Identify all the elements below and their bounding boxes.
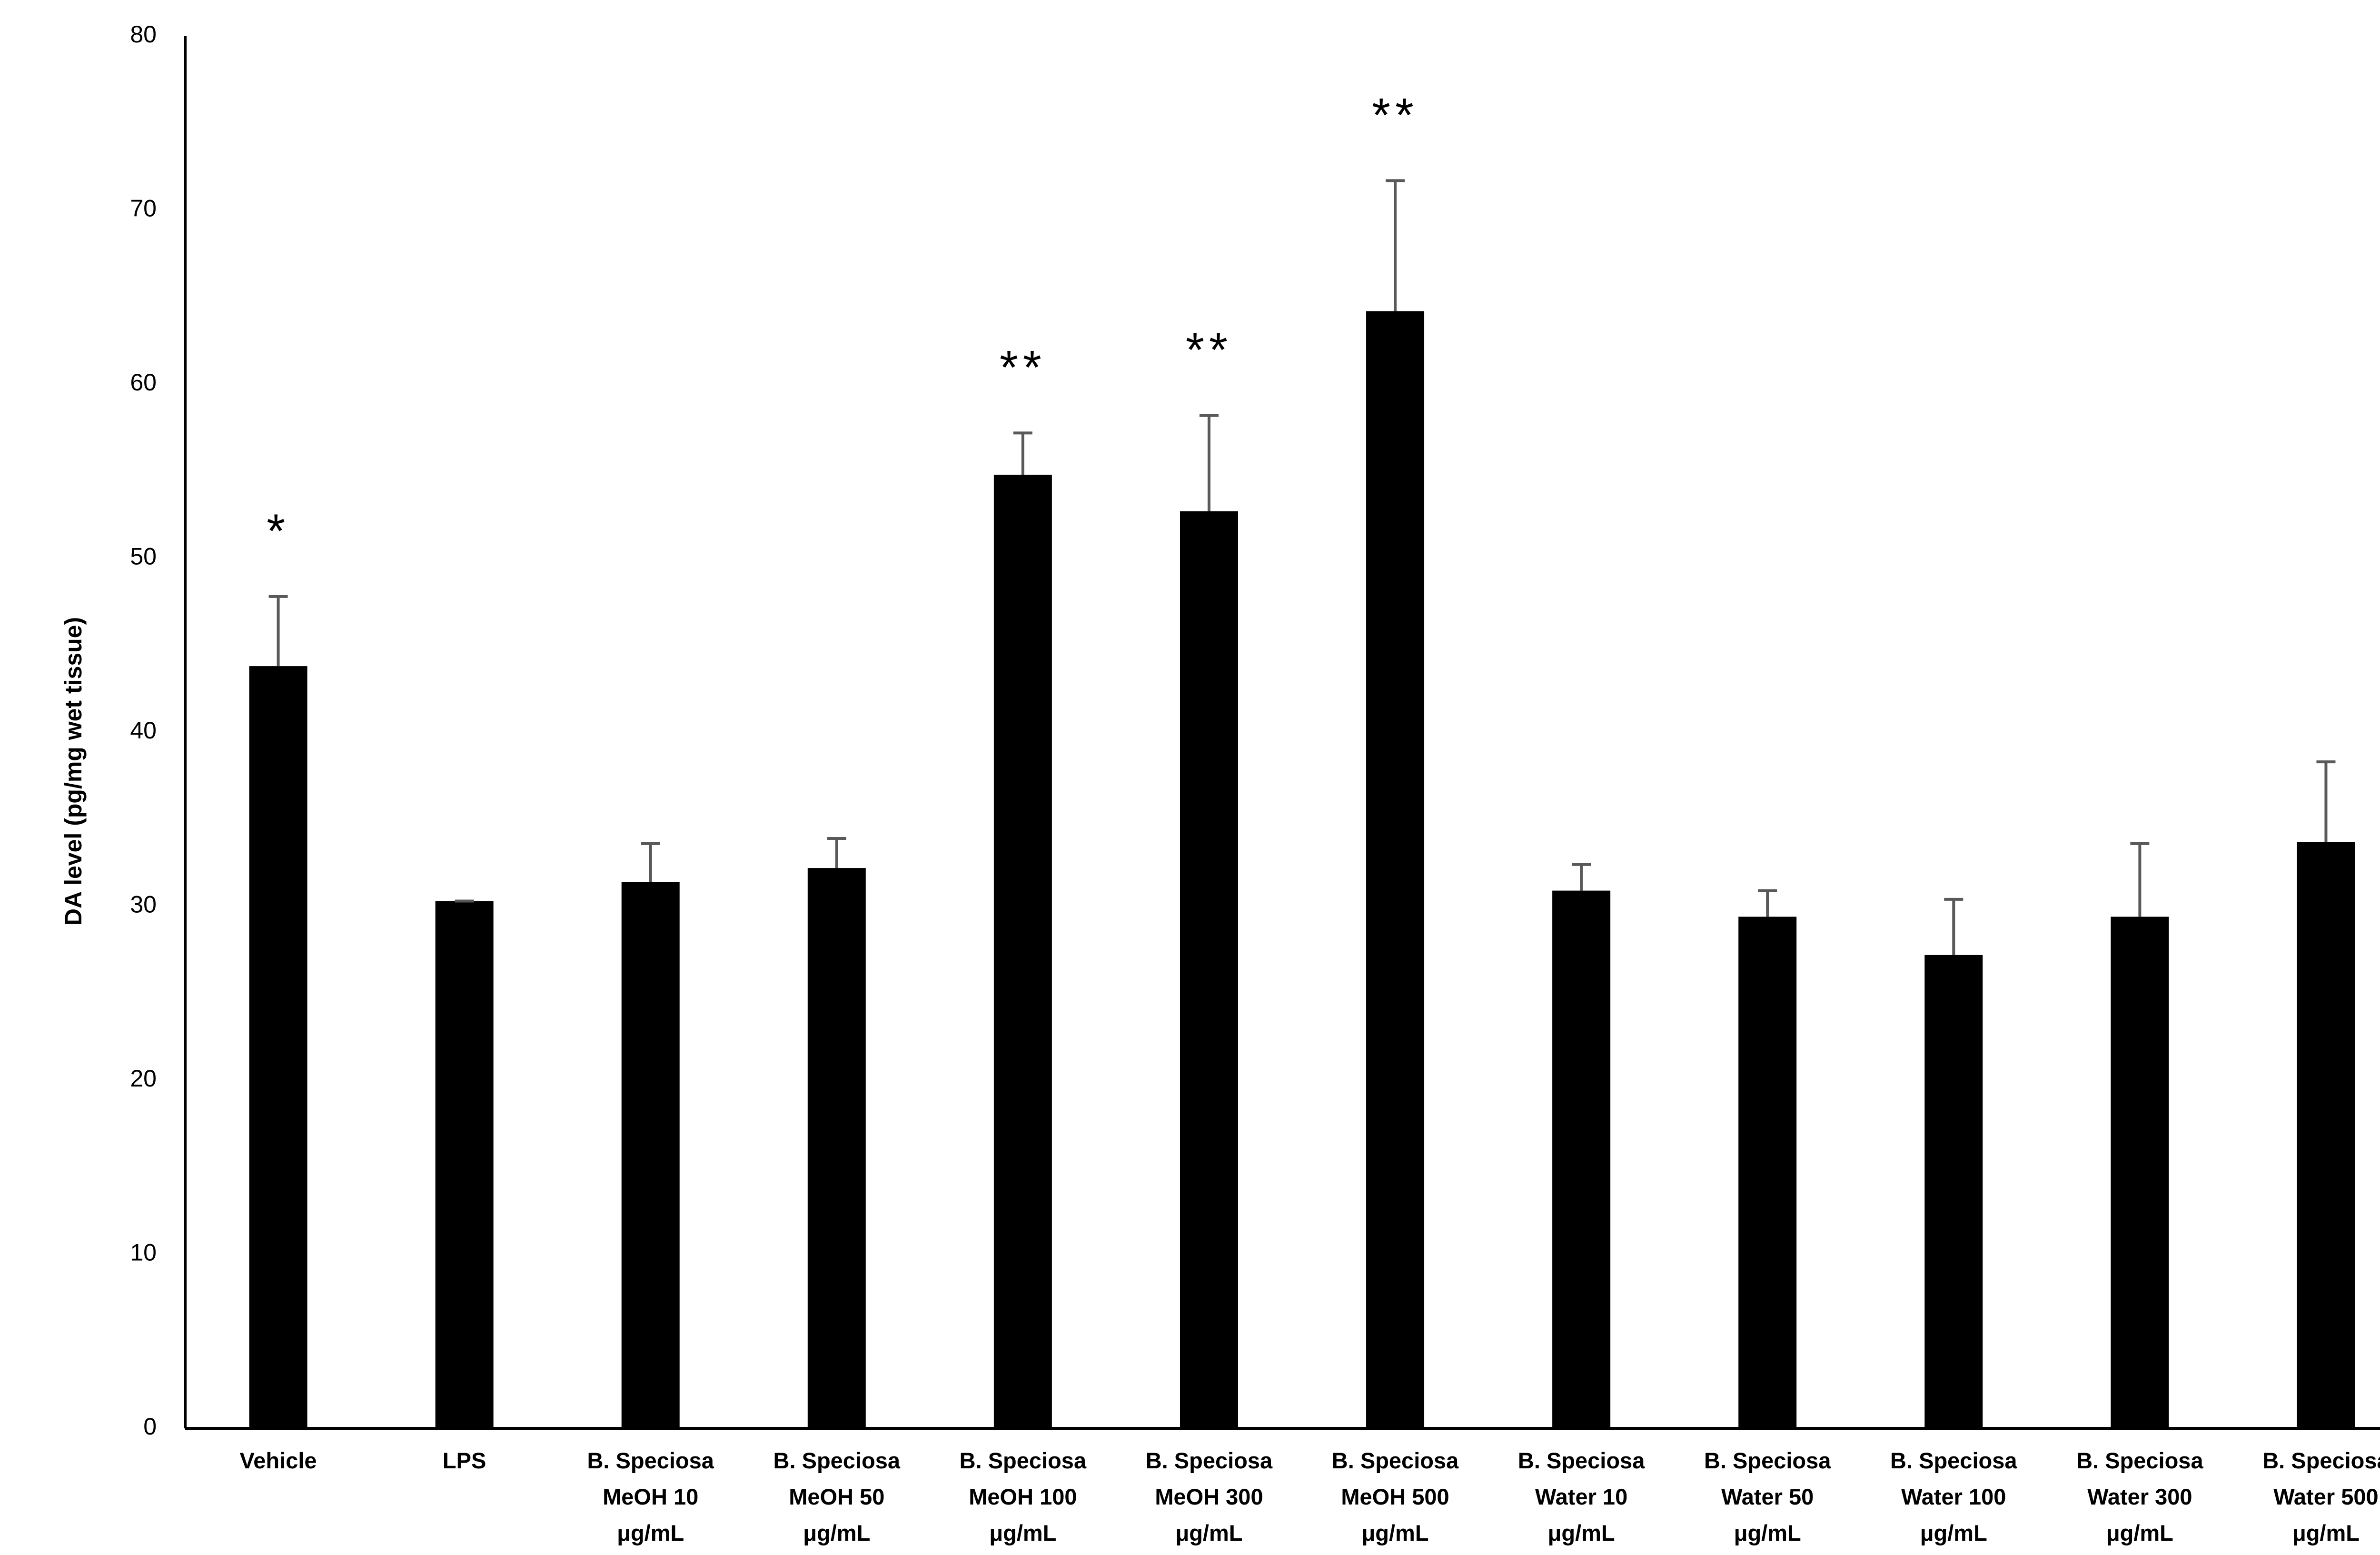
bar [1180,511,1238,1428]
x-tick-label: B. Speciosa MeOH 300 μg/mL [1145,1448,1273,1545]
bar [1366,311,1425,1428]
error-bar [1199,414,1219,511]
error-bar [1944,897,1964,955]
bar [249,666,307,1428]
bar [621,882,680,1428]
x-tick-label: LPS [442,1448,486,1473]
error-bar [1013,431,1032,475]
error-bar [641,842,660,882]
x-tick-label: B. Speciosa Water 10 μg/mL [1517,1448,1645,1545]
error-bar [1386,179,1405,311]
x-tick-label-box: B. Speciosa Water 500 μg/mL [2262,1448,2380,1545]
error-bar [827,837,846,868]
y-tick-label: 20 [130,1065,157,1092]
x-tick-label: B. Speciosa Water 100 μg/mL [1890,1448,2017,1545]
x-tick-label: B. Speciosa MeOH 50 μg/mL [773,1448,900,1545]
y-tick-label: 70 [130,195,157,222]
x-tick-label: Vehicle [239,1448,317,1473]
error-bar [1758,889,1777,917]
bar [1552,890,1611,1428]
x-tick-label-box: Vehicle [239,1448,317,1473]
error-bar [2130,842,2150,917]
bar [993,475,1052,1428]
bar [2111,917,2169,1428]
x-tick-label: B. Speciosa Water 300 μg/mL [2076,1448,2203,1545]
x-tick-label: B. Speciosa MeOH 10 μg/mL [587,1448,714,1545]
y-tick-label: 40 [130,717,157,744]
significance-label: ** [1000,341,1046,394]
x-tick-label-box: B. Speciosa Water 300 μg/mL [2076,1448,2203,1545]
x-tick-label-box: B. Speciosa MeOH 500 μg/mL [1331,1448,1459,1545]
x-tick-label-box: B. Speciosa MeOH 300 μg/mL [1145,1448,1273,1545]
bar [1738,917,1797,1428]
x-tick-label: B. Speciosa MeOH 500 μg/mL [1331,1448,1459,1545]
x-tick-label-box: LPS [442,1448,486,1473]
error-bar [1572,863,1591,891]
x-tick-label-box: B. Speciosa Water 100 μg/mL [1890,1448,2017,1545]
x-tick-label-box: B. Speciosa Water 50 μg/mL [1704,1448,1831,1545]
x-tick-label: B. Speciosa Water 500 μg/mL [2262,1448,2380,1545]
significance-label: * [267,504,290,558]
x-tick-label: B. Speciosa MeOH 100 μg/mL [959,1448,1087,1545]
significance-label: ** [1372,89,1418,142]
x-tick-label-box: B. Speciosa MeOH 10 μg/mL [587,1448,714,1545]
significance-label: ** [1186,323,1232,377]
y-tick-label: 10 [130,1239,157,1266]
y-axis-title: DA level (pg/mg wet tissue) [60,617,87,926]
x-tick-label-box: B. Speciosa Water 10 μg/mL [1517,1448,1645,1545]
error-bar [268,595,288,667]
error-bar [2316,760,2336,842]
bar [1924,955,1983,1428]
y-tick-label: 60 [130,369,157,396]
bar [2297,842,2355,1428]
x-tick-label-box: B. Speciosa MeOH 50 μg/mL [773,1448,900,1545]
x-tick-label-box: B. Speciosa MeOH 100 μg/mL [959,1448,1087,1545]
y-tick-label: 50 [130,543,157,570]
bar [435,901,494,1428]
bar [807,868,866,1428]
y-tick-label: 80 [130,21,157,48]
y-tick-label: 0 [143,1413,157,1440]
x-tick-label: B. Speciosa Water 50 μg/mL [1704,1448,1831,1545]
y-tick-label: 30 [130,891,157,918]
